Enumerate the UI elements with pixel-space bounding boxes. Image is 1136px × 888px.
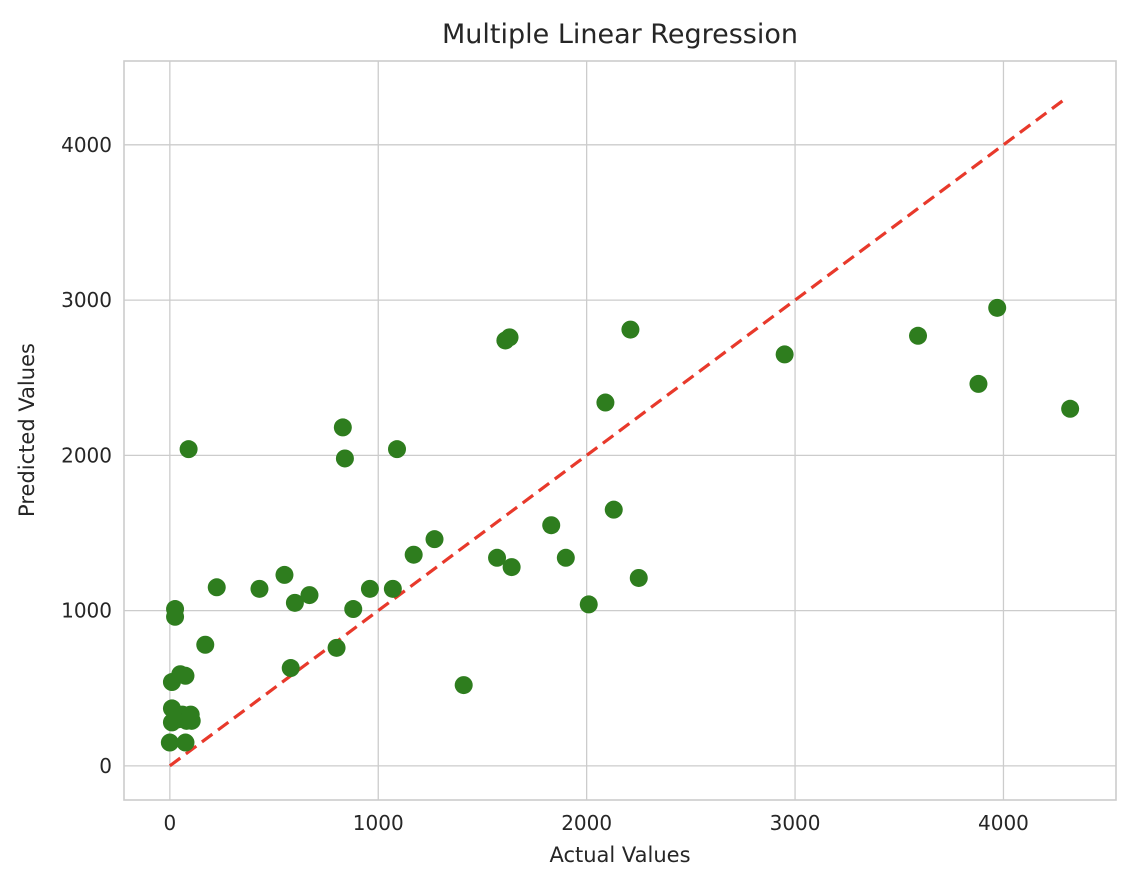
chart-title: Multiple Linear Regression	[442, 19, 798, 50]
data-point	[281, 659, 300, 678]
data-point	[969, 374, 988, 393]
data-point	[579, 595, 598, 614]
reference-line	[168, 96, 1067, 768]
data-point	[1061, 399, 1080, 418]
data-point	[176, 733, 195, 752]
data-point	[556, 548, 575, 567]
data-point	[388, 440, 407, 459]
data-point	[166, 607, 185, 626]
data-point	[360, 579, 379, 598]
data-point	[454, 676, 473, 695]
data-point	[988, 298, 1007, 317]
data-point	[775, 345, 794, 364]
data-point	[500, 328, 519, 347]
data-point	[335, 449, 354, 468]
y-tick-labels: 0 1000 2000 3000 4000	[61, 133, 112, 778]
data-point	[488, 548, 507, 567]
data-point	[425, 530, 444, 549]
points-layer	[160, 298, 1080, 752]
x-tick-labels: 0 1000 2000 3000 4000	[163, 811, 1028, 835]
y-tick-label: 1000	[61, 599, 112, 623]
data-point	[404, 545, 423, 564]
x-tick-label: 1000	[353, 811, 404, 835]
data-point	[909, 326, 928, 345]
data-point	[207, 578, 226, 597]
data-point	[196, 635, 215, 654]
grid	[124, 61, 1116, 800]
data-point	[502, 558, 521, 577]
data-point	[300, 586, 319, 605]
data-point	[596, 393, 615, 412]
x-axis-label: Actual Values	[549, 843, 690, 867]
reference-line-layer	[168, 96, 1067, 768]
data-point	[542, 516, 561, 535]
data-point	[275, 565, 294, 584]
data-point	[383, 579, 402, 598]
y-axis-label: Predicted Values	[15, 343, 39, 517]
data-point	[621, 320, 640, 339]
data-point	[333, 418, 352, 437]
plot-frame	[123, 60, 1117, 801]
data-point	[629, 568, 648, 587]
data-point	[604, 500, 623, 519]
data-point	[160, 733, 179, 752]
data-point	[182, 711, 201, 730]
y-tick-label: 0	[99, 754, 112, 778]
x-tick-label: 2000	[561, 811, 612, 835]
data-point	[327, 638, 346, 657]
data-point	[176, 666, 195, 685]
y-tick-label: 3000	[61, 288, 112, 312]
x-tick-label: 0	[163, 811, 176, 835]
y-tick-label: 4000	[61, 133, 112, 157]
x-tick-label: 3000	[770, 811, 821, 835]
data-point	[344, 600, 363, 619]
data-point	[179, 440, 198, 459]
x-tick-label: 4000	[978, 811, 1029, 835]
data-point	[250, 579, 269, 598]
data-point	[285, 593, 304, 612]
y-tick-label: 2000	[61, 443, 112, 467]
